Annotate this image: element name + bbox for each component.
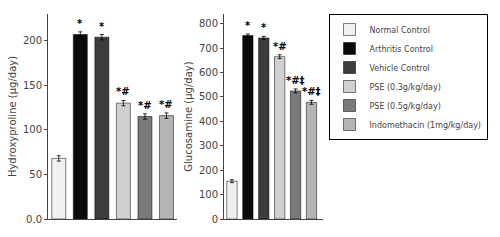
svg-text:700: 700: [199, 43, 218, 54]
svg-text:*#: *#: [116, 86, 130, 97]
svg-text:400: 400: [199, 116, 218, 127]
svg-text:*: *: [261, 22, 267, 33]
svg-text:*: *: [245, 20, 251, 31]
svg-text:600: 600: [199, 67, 218, 78]
svg-text:*#: *#: [273, 41, 287, 52]
svg-text:200: 200: [23, 35, 42, 46]
svg-text:PSE (0.5g/kg/day): PSE (0.5g/kg/day): [370, 102, 441, 111]
svg-text:50: 50: [29, 169, 42, 180]
svg-text:Indomethacin (1mg/kg/day): Indomethacin (1mg/kg/day): [370, 121, 481, 130]
svg-text:*#: *#: [159, 99, 173, 110]
svg-text:*#‡: *#‡: [286, 75, 305, 86]
svg-text:150: 150: [23, 80, 42, 91]
svg-text:Arthritis Control: Arthritis Control: [370, 45, 433, 54]
svg-text:*: *: [77, 18, 83, 29]
svg-text:200: 200: [199, 165, 218, 176]
svg-text:Normal Control: Normal Control: [370, 26, 430, 35]
svg-text:Glucosamine (μg/day): Glucosamine (μg/day): [183, 61, 194, 171]
svg-text:Hydroxyproline (μg/day): Hydroxyproline (μg/day): [7, 56, 18, 177]
svg-text:800: 800: [199, 18, 218, 29]
svg-text:*#: *#: [138, 100, 152, 111]
svg-text:0: 0: [212, 214, 218, 225]
svg-text:100: 100: [199, 189, 218, 200]
svg-text:PSE (0.3g/kg/day): PSE (0.3g/kg/day): [370, 83, 441, 92]
svg-text:100: 100: [23, 124, 42, 135]
svg-text:*: *: [99, 21, 105, 32]
svg-text:500: 500: [199, 91, 218, 102]
svg-text:0.0: 0.0: [26, 214, 42, 225]
svg-text:*#‡: *#‡: [302, 86, 321, 97]
svg-text:Vehicle Control: Vehicle Control: [370, 64, 430, 73]
svg-text:300: 300: [199, 140, 218, 151]
